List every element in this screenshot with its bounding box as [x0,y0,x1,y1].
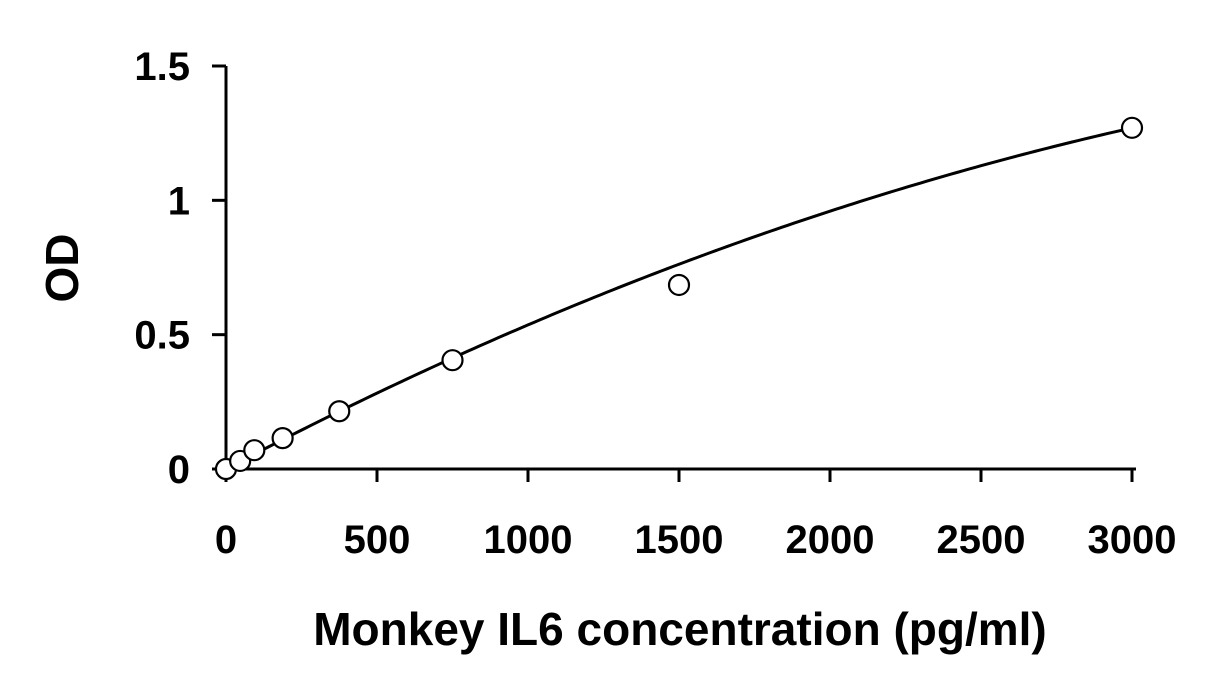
x-tick-label: 0 [215,518,237,562]
x-tick-label: 3000 [1088,518,1177,562]
axes [224,66,1136,471]
x-tick-label: 2500 [937,518,1026,562]
y-axis-ticks: 0 0.5 1 1.5 [134,45,226,492]
data-point [441,349,464,372]
x-tick-label: 2000 [786,518,875,562]
fit-curve [225,126,1133,471]
x-axis-ticks: 0 500 1000 1500 2000 2500 3000 [215,469,1177,562]
y-tick-label: 0.5 [134,314,190,358]
data-point [667,273,691,297]
data-point [1120,116,1144,139]
y-tick-label: 1 [168,179,190,223]
y-tick-label: 0 [168,448,190,492]
data-point [243,439,266,462]
x-tick-label: 500 [344,518,411,562]
data-points [214,116,1144,481]
data-point [271,427,294,450]
y-tick-label: 1.5 [134,45,190,89]
y-axis-title: OD [36,234,88,303]
x-tick-label: 1500 [635,518,724,562]
x-tick-label: 1000 [484,518,573,562]
data-point [328,400,351,423]
x-axis-title: Monkey IL6 concentration (pg/ml) [313,603,1047,655]
